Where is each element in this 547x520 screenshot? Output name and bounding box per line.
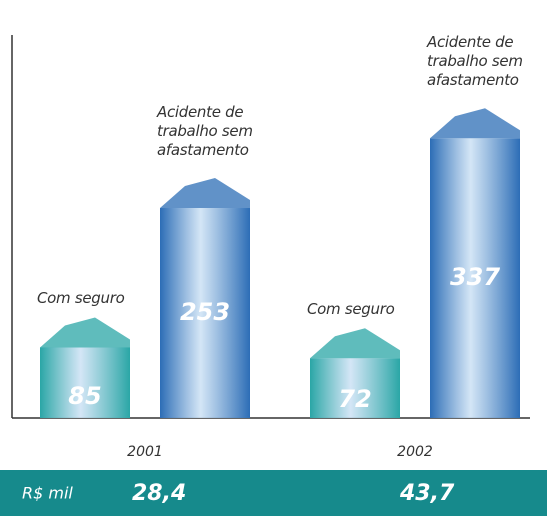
chart: R$ mil 2001 85 253 2002 72 337 28,4 43,7 Com se…	[0, 0, 547, 520]
value-label: 72	[338, 385, 371, 413]
series-label: Com seguro	[37, 289, 167, 308]
value-label: 337	[450, 263, 500, 291]
x-tick-label: 2001	[127, 444, 163, 460]
bar-cap	[310, 328, 400, 358]
band-value: 28,4	[132, 481, 186, 506]
x-tick-label: 2002	[397, 444, 433, 460]
bar-cap	[430, 108, 520, 138]
value-label: 85	[68, 382, 101, 410]
bar-cap	[160, 178, 250, 208]
band-value: 43,7	[399, 481, 455, 506]
summary-band	[0, 470, 547, 516]
series-label: Acidente de trabalho sem afastamento	[157, 103, 275, 160]
series-label: Acidente de trabalho sem afastamento	[427, 33, 545, 90]
band-label: R$ mil	[22, 484, 73, 503]
bar-cap	[40, 317, 130, 347]
series-label: Com seguro	[307, 300, 437, 319]
value-label: 253	[180, 298, 230, 326]
